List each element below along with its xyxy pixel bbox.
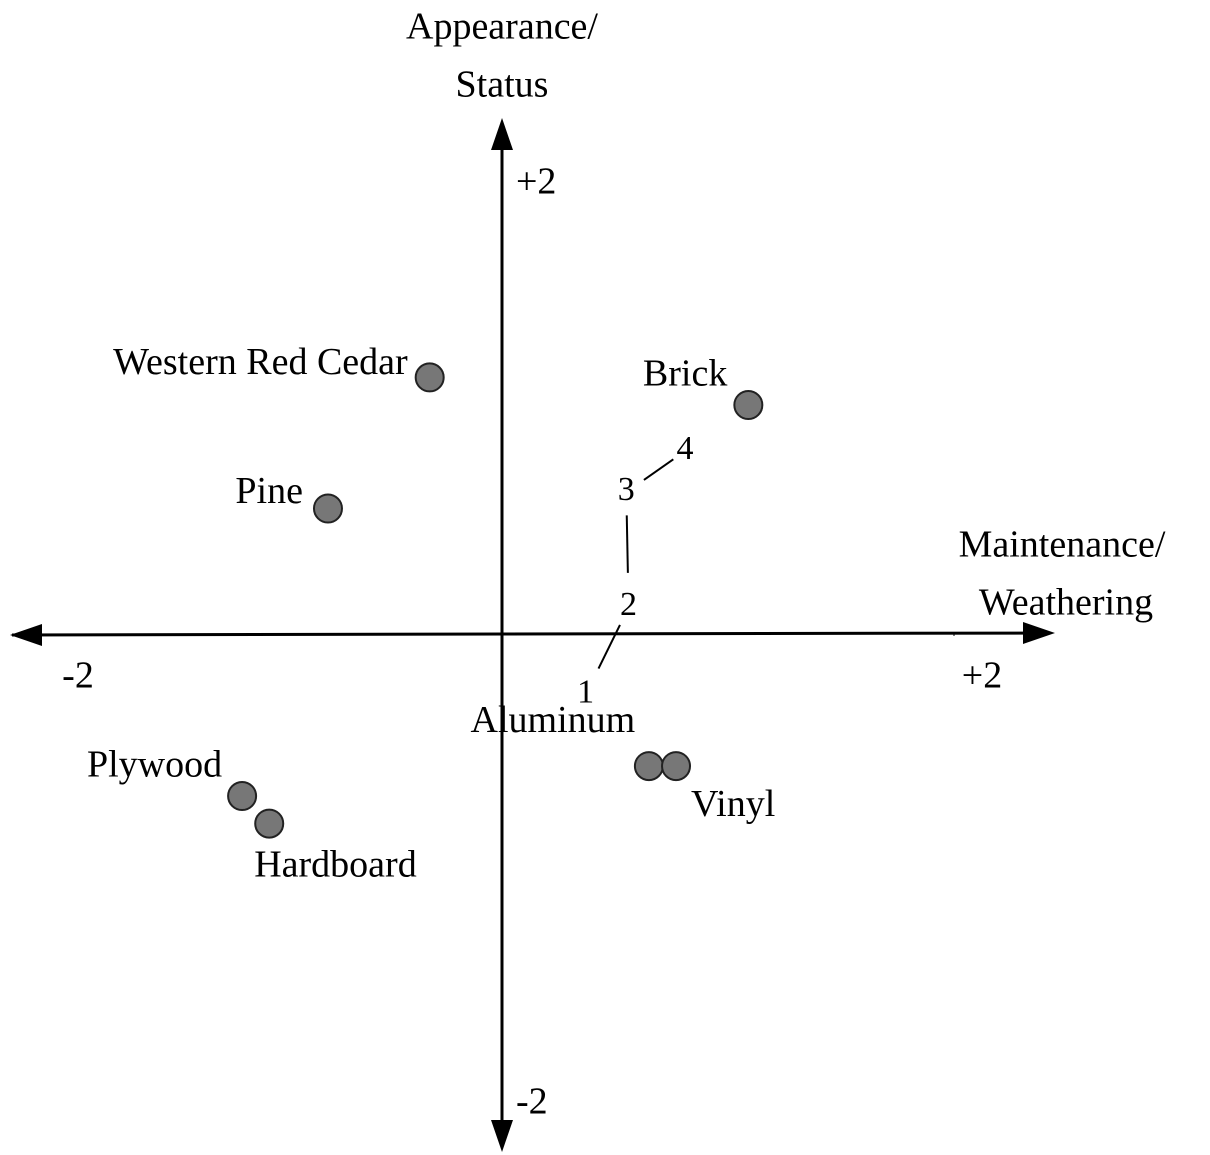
point <box>414 362 445 393</box>
trajectory-label: 4 <box>677 430 694 467</box>
y-tick-label: -2 <box>516 1081 548 1123</box>
x-arrow-right <box>1023 622 1055 644</box>
y-arrow-up <box>491 118 513 150</box>
trajectory-label: 3 <box>618 471 635 508</box>
trajectory-segment <box>597 624 621 670</box>
x-axis-title: Weathering <box>979 582 1153 624</box>
x-axis-title: Maintenance/ <box>959 524 1166 566</box>
x-arrow-left <box>10 624 42 646</box>
x-axis <box>11 631 1051 637</box>
point <box>661 751 692 782</box>
point <box>227 781 258 811</box>
y-arrow-down <box>491 1120 513 1152</box>
point-label: Hardboard <box>254 843 416 885</box>
point-label: Pine <box>235 470 303 512</box>
point-label: Aluminum <box>471 699 636 741</box>
trajectory-segment <box>643 458 674 481</box>
point <box>254 808 285 839</box>
trajectory-label: 1 <box>577 674 594 711</box>
x-tick-label: -2 <box>62 655 94 697</box>
y-tick-label: +2 <box>516 161 556 203</box>
y-axis-title: Status <box>456 64 549 106</box>
trajectory-label: 2 <box>620 586 637 623</box>
x-tick-label: +2 <box>962 655 1002 697</box>
point-label: Vinyl <box>691 783 775 825</box>
point <box>633 751 664 782</box>
point <box>733 390 764 420</box>
point-label: Plywood <box>87 744 222 786</box>
y-axis-title: Appearance/ <box>406 6 598 48</box>
point-label: Brick <box>643 353 727 395</box>
point <box>312 493 343 524</box>
point-label: Western Red Cedar <box>113 341 408 383</box>
trajectory-segment <box>625 515 629 573</box>
